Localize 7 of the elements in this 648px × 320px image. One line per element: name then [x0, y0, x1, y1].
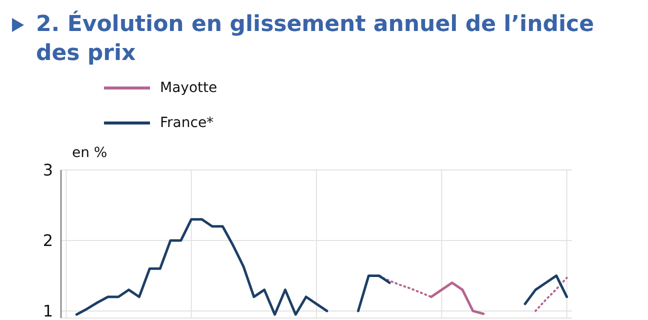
legend-label: France* — [160, 114, 214, 130]
y-tick-label: 2 — [42, 231, 53, 250]
y-tick-label: 3 — [42, 160, 53, 180]
y-axis-title: en % — [72, 145, 108, 161]
chart-title: 2. Évolution en glissement annuel de l’indice des prix — [36, 10, 596, 68]
y-tick-label: 1 — [42, 302, 53, 320]
legend-label: Mayotte — [160, 80, 218, 96]
